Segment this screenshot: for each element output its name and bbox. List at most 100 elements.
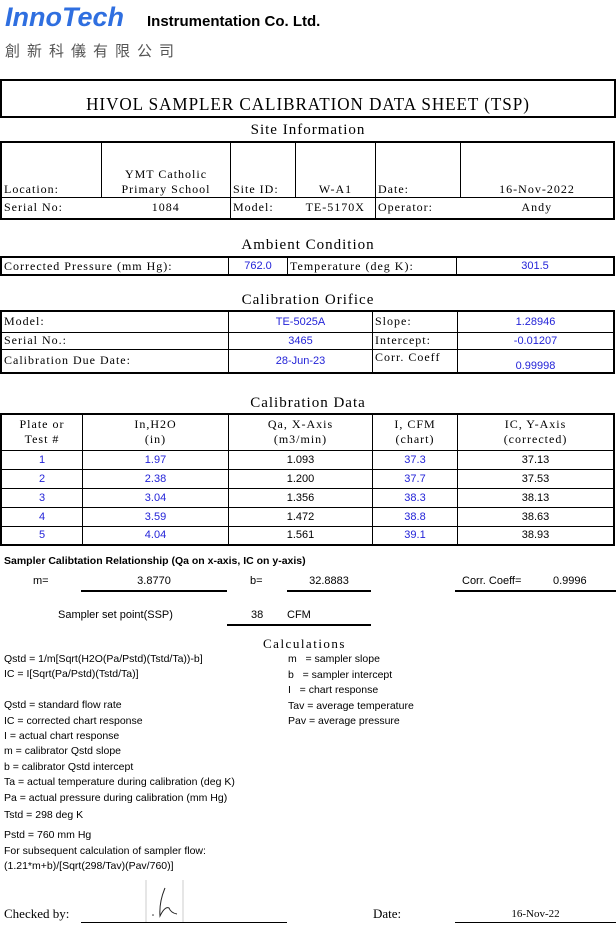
h2o-value: 2.38 xyxy=(82,468,229,489)
orifice-model-value: TE-5025A xyxy=(228,311,373,333)
i-value: 38.3 xyxy=(372,487,458,508)
calc-left-line: Qstd = standard flow rate xyxy=(4,699,122,711)
calc-left-line: Tstd = 298 deg K xyxy=(4,809,84,821)
intercept-value: -0.01207 xyxy=(457,331,615,350)
ic-value: 38.13 xyxy=(457,487,615,508)
corr-coeff-label: Corr. Coeff xyxy=(372,348,458,374)
m-underline xyxy=(81,590,227,592)
ambient-table: Corrected Pressure (mm Hg): 762.0 Temper… xyxy=(0,256,615,276)
company-name: Instrumentation Co. Ltd. xyxy=(147,13,321,30)
pressure-value: 762.0 xyxy=(228,257,288,276)
table-row: 3 3.04 1.356 38.3 38.13 xyxy=(0,487,615,508)
site-id-value: W-A1 xyxy=(295,142,376,198)
orifice-heading: Calibration Orifice xyxy=(241,292,375,308)
due-date-value: 28-Jun-23 xyxy=(228,348,373,374)
serial-value: 1084 xyxy=(101,196,231,220)
calc-right-line: I = chart response xyxy=(288,684,379,696)
slope-label: Slope: xyxy=(372,311,458,333)
operator-label: Operator: xyxy=(375,196,461,220)
calc-left-line: Pstd = 760 mm Hg xyxy=(4,829,92,841)
ssp-value: 38 xyxy=(251,609,264,621)
b-value: 32.8883 xyxy=(309,575,349,587)
ssp-underline xyxy=(227,624,371,626)
calc-left-line: IC = I[Sqrt(Pa/Pstd)(Tstd/Ta)] xyxy=(4,668,139,680)
corr-underline xyxy=(455,590,616,592)
footer-date-value: 16-Nov-22 xyxy=(511,908,560,920)
col-header-h2o: In,H2O (in) xyxy=(82,414,229,451)
slope-value: 1.28946 xyxy=(457,311,615,333)
table-row: 5 4.04 1.561 39.1 38.93 xyxy=(0,525,615,546)
ambient-heading: Ambient Condition xyxy=(241,237,375,253)
calc-left-line: I = actual chart response xyxy=(4,730,120,742)
h2o-value: 3.04 xyxy=(82,487,229,508)
checked-by-label: Checked by: xyxy=(4,906,70,921)
calc-right-line: b = sampler intercept xyxy=(288,668,393,681)
test-number: 5 xyxy=(0,525,83,546)
title-box: HIVOL SAMPLER CALIBRATION DATA SHEET (TS… xyxy=(0,79,616,118)
ic-value: 37.13 xyxy=(457,450,615,470)
test-number: 1 xyxy=(0,450,83,470)
table-row: 2 2.38 1.200 37.7 37.53 xyxy=(0,468,615,489)
qa-value: 1.561 xyxy=(228,525,373,546)
company-logo: InnoTech xyxy=(5,2,124,32)
calculations-heading: Calculations xyxy=(263,636,346,651)
cal-data-table: Plate or Test # In,H2O (in) Qa, X-Axis (m3/… xyxy=(0,413,615,546)
orifice-model-label: Model: xyxy=(0,311,229,333)
col-header-qa: Qa, X-Axis (m3/min) xyxy=(228,414,373,451)
calc-left-line: Pa = actual pressure during calibration … xyxy=(4,792,228,804)
b-label: b= xyxy=(250,575,263,587)
date-value: 16-Nov-2022 xyxy=(460,142,615,198)
intercept-label: Intercept: xyxy=(372,331,458,350)
ssp-unit: CFM xyxy=(287,609,311,621)
ic-value: 38.93 xyxy=(457,525,615,546)
test-number: 4 xyxy=(0,506,83,527)
footer-date-line xyxy=(455,922,616,923)
calc-right-line: Pav = average pressure xyxy=(288,715,400,727)
table-row: 1 1.97 1.093 37.3 37.13 xyxy=(0,450,615,470)
site-info-table: Location: YMT Catholic Primary School Sit… xyxy=(0,141,615,220)
cal-data-heading: Calibration Data xyxy=(250,395,366,411)
pressure-label: Corrected Pressure (mm Hg): xyxy=(0,257,229,276)
corr-value: 0.9996 xyxy=(553,575,587,587)
i-value: 37.3 xyxy=(372,450,458,470)
corr-label: Corr. Coeff= xyxy=(462,575,522,587)
operator-value: Andy xyxy=(460,196,615,220)
calc-right-line: Tav = average temperature xyxy=(288,699,414,712)
calc-left-line: IC = corrected chart response xyxy=(4,715,143,727)
h2o-value: 1.97 xyxy=(82,450,229,470)
corr-coeff-value: 0.99998 xyxy=(457,348,615,374)
ssp-label: Sampler set point(SSP) xyxy=(58,609,173,621)
orifice-serial-value: 3465 xyxy=(228,331,373,350)
checked-by-line xyxy=(81,922,287,923)
location-value: YMT Catholic Primary School xyxy=(101,142,231,198)
h2o-value: 4.04 xyxy=(82,525,229,546)
m-label: m= xyxy=(33,575,49,587)
b-underline xyxy=(287,590,371,592)
table-row: 4 3.59 1.472 38.8 38.63 xyxy=(0,506,615,527)
due-date-label: Calibration Due Date: xyxy=(0,348,229,374)
h2o-value: 3.59 xyxy=(82,506,229,527)
m-value: 3.8770 xyxy=(137,575,171,587)
site-id-label: Site ID: xyxy=(230,142,296,198)
orifice-table: Model: TE-5025A Slope: 1.28946 Serial No… xyxy=(0,310,615,374)
col-header-ic: IC, Y-Axis (corrected) xyxy=(457,414,615,451)
date-label: Date: xyxy=(375,142,461,198)
footer-date-label: Date: xyxy=(373,906,402,921)
model-label: Model: xyxy=(230,196,296,220)
page-title: HIVOL SAMPLER CALIBRATION DATA SHEET (TS… xyxy=(86,94,530,114)
temperature-label: Temperature (deg K): xyxy=(287,257,457,276)
ic-value: 37.53 xyxy=(457,468,615,489)
calc-left-line: m = calibrator Qstd slope xyxy=(4,745,122,757)
col-header-i: I, CFM (chart) xyxy=(372,414,458,451)
site-info-heading: Site Information xyxy=(250,122,366,138)
serial-label: Serial No: xyxy=(0,196,102,220)
header-row: Plate or Test # In,H2O (in) Qa, X-Axis (m3/… xyxy=(0,414,615,451)
test-number: 2 xyxy=(0,468,83,489)
calc-left-line: b = calibrator Qstd intercept xyxy=(4,761,134,773)
qa-value: 1.356 xyxy=(228,487,373,508)
qa-value: 1.200 xyxy=(228,468,373,489)
location-label: Location: xyxy=(0,142,102,198)
i-value: 37.7 xyxy=(372,468,458,489)
i-value: 39.1 xyxy=(372,525,458,546)
